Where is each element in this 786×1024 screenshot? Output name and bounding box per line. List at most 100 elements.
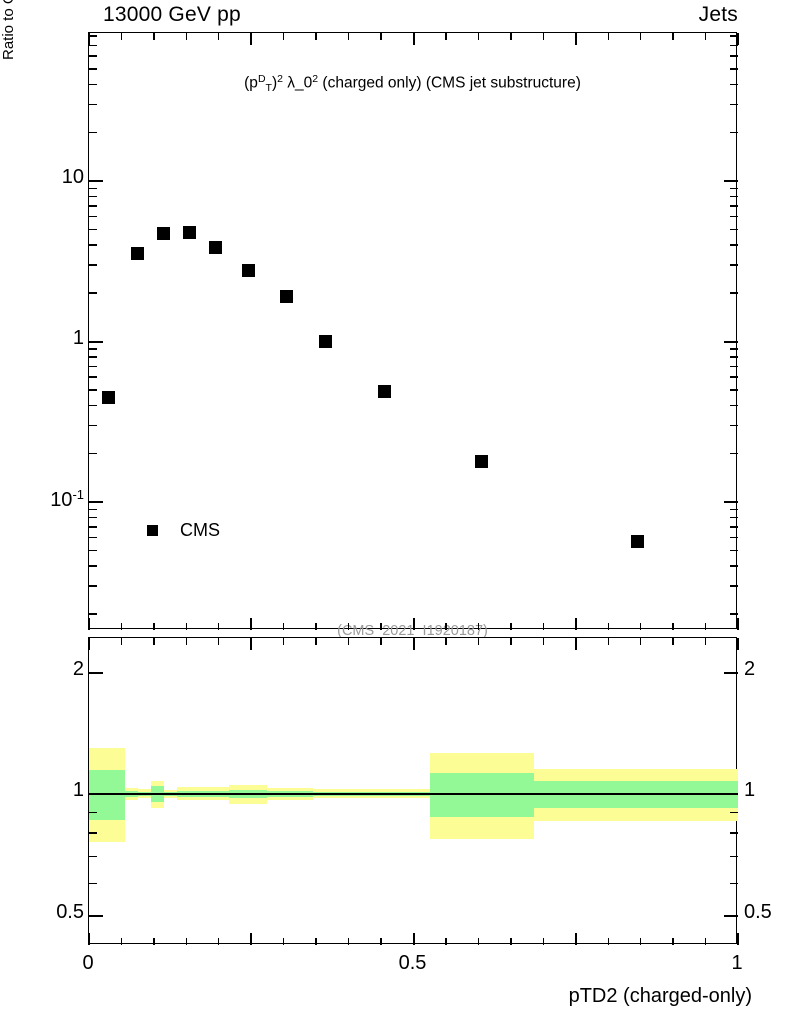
axis-tick	[89, 882, 97, 885]
axis-tick	[477, 638, 480, 645]
axis-tick	[89, 389, 97, 391]
axis-tick	[89, 452, 97, 455]
data-point	[157, 227, 171, 241]
axis-tick	[89, 376, 97, 378]
axis-tick	[89, 348, 97, 350]
axis-tick	[542, 938, 544, 945]
axis-tick	[218, 638, 220, 645]
ratio-y-tick-label-left-1: 1	[72, 779, 84, 801]
axis-tick	[730, 424, 738, 427]
axis-tick	[412, 638, 415, 650]
axis-tick	[730, 131, 738, 134]
axis-tick	[89, 855, 97, 858]
axis-tick	[730, 103, 738, 106]
axis-tick	[89, 526, 97, 528]
axis-tick	[730, 613, 738, 615]
axis-tick	[639, 33, 642, 40]
main-axis-ticks	[88, 33, 739, 630]
data-point	[280, 290, 294, 304]
data-point	[630, 534, 644, 548]
axis-tick	[730, 215, 738, 218]
axis-tick	[218, 33, 220, 40]
axis-tick	[185, 638, 188, 645]
axis-tick	[730, 516, 738, 519]
axis-tick	[89, 549, 97, 551]
axis-tick	[89, 35, 97, 37]
title-p-superscript: D	[257, 73, 266, 85]
axis-tick	[730, 855, 738, 858]
axis-tick	[89, 793, 103, 795]
legend-marker-cms	[147, 525, 158, 536]
data-point	[209, 241, 223, 255]
data-point	[319, 335, 333, 348]
axis-tick	[89, 55, 97, 57]
axis-tick	[477, 33, 480, 40]
axis-tick	[477, 623, 480, 630]
title-square: 2	[277, 73, 283, 85]
axis-tick	[510, 33, 512, 40]
axis-tick	[153, 638, 155, 645]
axis-tick	[89, 244, 97, 246]
header-category: Jets	[698, 3, 738, 26]
axis-tick	[730, 508, 738, 511]
axis-tick	[89, 404, 97, 407]
axis-tick	[730, 195, 738, 198]
data-point	[377, 384, 391, 398]
axis-tick	[730, 68, 738, 70]
ratio-reference-line	[89, 793, 738, 795]
axis-tick	[89, 131, 97, 134]
axis-tick	[510, 623, 512, 630]
axis-tick	[445, 638, 447, 645]
axis-tick	[89, 585, 97, 587]
main-plot-panel: (pDT)2 λ_02 (charged only) (CMS jet subs…	[88, 32, 739, 639]
axis-tick	[730, 832, 738, 834]
axis-tick	[89, 44, 97, 47]
axis-tick	[89, 508, 97, 511]
axis-tick	[347, 33, 350, 40]
axis-tick	[120, 638, 123, 645]
axis-tick	[88, 33, 90, 45]
axis-tick	[730, 536, 738, 539]
axis-tick	[250, 933, 253, 945]
axis-tick	[730, 565, 738, 567]
axis-tick	[89, 516, 97, 519]
axis-tick	[730, 228, 738, 230]
axis-tick	[477, 938, 480, 945]
title-lambda: λ_0	[282, 74, 313, 92]
axis-tick	[704, 623, 707, 630]
axis-tick	[89, 424, 97, 427]
ratio-y-tick-label-left-0: 2	[72, 657, 84, 680]
ratio-band-inner	[429, 773, 534, 818]
axis-tick	[185, 938, 188, 945]
data-point	[241, 264, 255, 278]
axis-tick	[730, 356, 738, 358]
axis-tick	[315, 938, 317, 945]
axis-tick	[89, 671, 103, 674]
axis-tick	[574, 33, 577, 45]
axis-tick	[574, 933, 577, 945]
legend: CMS	[147, 520, 220, 541]
analysis-id-watermark: (CMS_2021_I1920187)	[337, 623, 488, 639]
title-rest: (charged only) (CMS jet substructure)	[318, 74, 581, 92]
ratio-plot-panel	[88, 637, 739, 945]
axis-tick	[704, 638, 707, 645]
axis-tick	[412, 933, 415, 945]
ratio-y-tick-label-right-0: 2	[744, 657, 756, 680]
axis-tick	[574, 638, 577, 650]
axis-tick	[89, 914, 103, 917]
x-axis-tick-label-0: 0	[82, 952, 94, 974]
title-p-subscript: T	[265, 81, 272, 94]
axis-tick	[730, 882, 738, 885]
axis-tick	[730, 526, 738, 528]
axis-tick	[724, 180, 738, 182]
axis-tick	[315, 623, 317, 630]
axis-tick	[218, 938, 220, 945]
axis-tick	[88, 933, 90, 945]
axis-tick	[730, 44, 738, 47]
y-axis-tick-label-0: 10	[61, 166, 84, 188]
axis-tick	[283, 938, 285, 945]
axis-tick	[730, 549, 738, 551]
axis-tick	[730, 55, 738, 57]
axis-tick	[730, 83, 738, 86]
axis-tick	[445, 623, 447, 630]
